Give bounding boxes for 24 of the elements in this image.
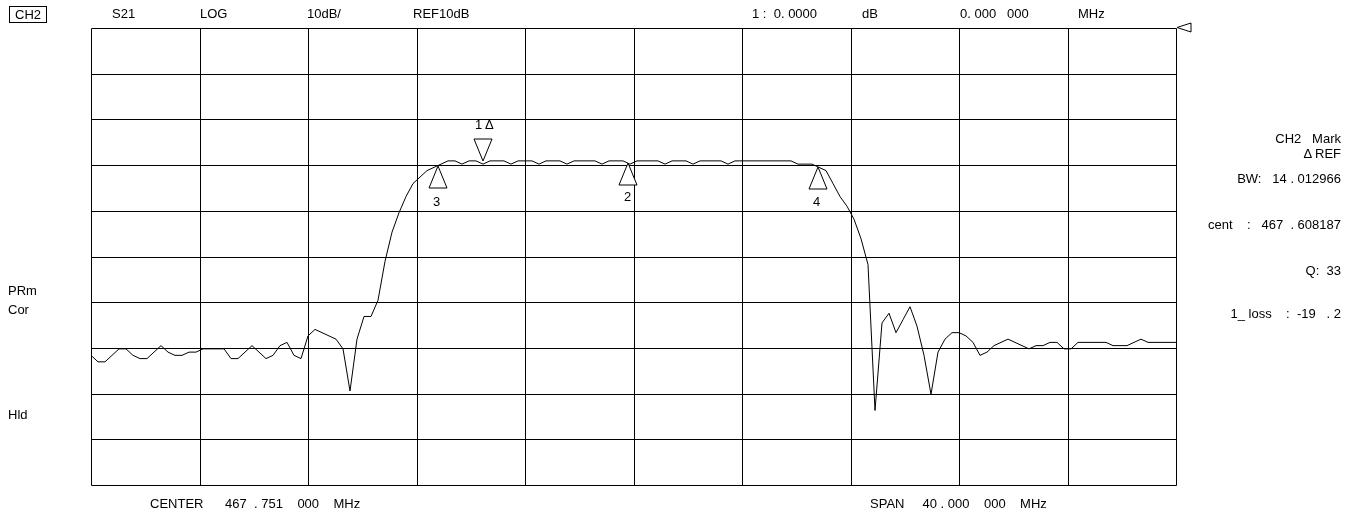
text: CH2 [9, 6, 48, 23]
text: 1 Δ [475, 117, 494, 132]
text: dB [862, 6, 878, 21]
text: MHz [1078, 6, 1105, 21]
annotation: 2 [624, 189, 632, 204]
text: CH2 Mark [1275, 131, 1341, 146]
annotation: 4 [813, 194, 821, 209]
text: 1_ loss : -19 . 2 [1230, 306, 1341, 321]
text: LOG [200, 6, 228, 21]
text: Hld [8, 407, 28, 422]
text: Q: 33 [1305, 263, 1341, 278]
text: BW: 14 . 012966 [1237, 171, 1341, 186]
text: 1 : 0. 0000 [752, 6, 818, 21]
text: SPAN 40 . 000 000 MHz [870, 496, 1047, 511]
text: S21 [112, 6, 136, 21]
text: Cor [8, 302, 29, 317]
text: Δ REF [1303, 146, 1341, 161]
text: 10dB/ [307, 6, 341, 21]
text: CENTER 467 . 751 000 MHz [150, 496, 361, 511]
text: 0. 000 000 [960, 6, 1029, 21]
text: PRm [8, 283, 37, 298]
annotation: 3 [433, 194, 441, 209]
text: REF10dB [413, 6, 470, 21]
text: cent : 467 . 608187 [1208, 217, 1341, 232]
